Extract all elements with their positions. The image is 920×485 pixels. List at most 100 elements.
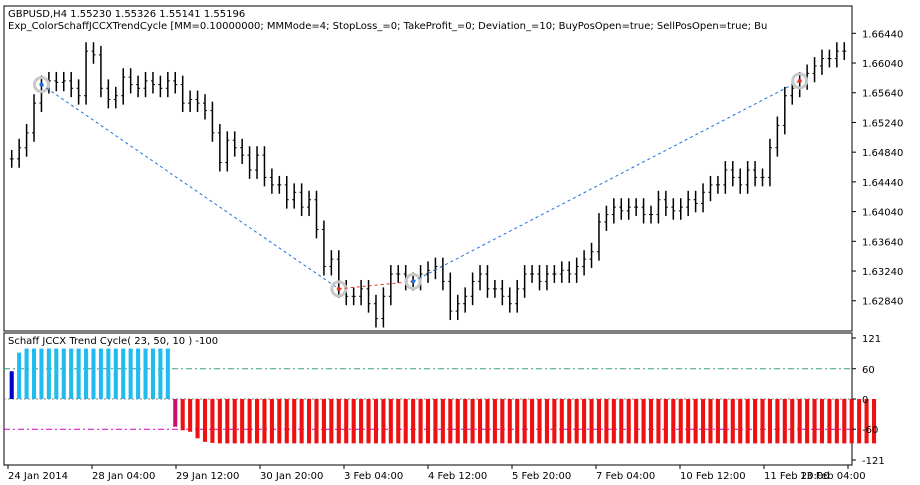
main-plot (9, 42, 847, 328)
y-tick-label: 1.64840 (862, 148, 903, 159)
indicator-bar (515, 399, 520, 444)
x-tick-label: 4 Feb 12:00 (428, 471, 487, 482)
indicator-bar (359, 399, 364, 444)
indicator-bar (254, 399, 260, 444)
x-tick-label: 29 Jan 12:00 (176, 471, 239, 482)
indicator-bar (738, 399, 743, 444)
indicator-bar (760, 399, 765, 444)
indicator-bar (686, 399, 691, 444)
indicator-bar (329, 399, 334, 444)
indicator-bar (195, 399, 200, 439)
indicator-bar (641, 399, 646, 444)
indicator-bar (723, 399, 728, 444)
trade-marker (404, 272, 422, 290)
indicator-bar (797, 399, 802, 444)
indicator-title: Schaff JCCX Trend Cycle( 23, 50, 10 ) -1… (8, 336, 218, 347)
indicator-bar (321, 399, 326, 444)
indicator-bar (455, 399, 460, 444)
indicator-bar (307, 399, 312, 444)
indicator-bar (864, 399, 869, 444)
indicator-bar (871, 399, 877, 444)
indicator-bar (530, 399, 535, 444)
x-tick-label: 7 Feb 04:00 (596, 471, 655, 482)
indicator-bar (596, 399, 602, 444)
indicator-bar (262, 399, 267, 444)
indicator-bar (470, 399, 475, 444)
indicator-bar (388, 399, 393, 444)
indicator-bar (136, 348, 141, 399)
indicator-bar (634, 399, 639, 444)
indicator-bar (106, 348, 111, 399)
indicator-bar (128, 348, 133, 399)
x-tick-label: 3 Feb 04:00 (344, 471, 403, 482)
indicator-bar (671, 399, 676, 444)
indicator-bar (715, 399, 720, 444)
trade-marker (330, 280, 348, 298)
indicator-bar (247, 399, 252, 444)
indicator-bar (396, 399, 401, 444)
indicator-bar (619, 399, 624, 444)
indicator-bar (775, 399, 780, 444)
indicator-bar (9, 371, 14, 399)
y-tick-label: 1.63640 (862, 237, 903, 248)
indicator-bar (589, 399, 594, 444)
indicator-bar (626, 399, 631, 444)
y-tick-label: 1.64040 (862, 208, 903, 219)
indicator-bar (381, 399, 386, 444)
indicator-bar (819, 399, 825, 444)
indicator-bar (165, 348, 170, 399)
indicator-bar (31, 348, 37, 399)
y-tick-label: 121 (862, 334, 881, 345)
indicator-bar (448, 399, 453, 444)
y-tick-label: 1.63240 (862, 267, 903, 278)
symbol-info: GBPUSD,H4 1.55230 1.55326 1.55141 1.5519… (8, 9, 245, 20)
indicator-bar (210, 399, 215, 443)
indicator-bar (292, 399, 297, 444)
indicator-bar (336, 399, 341, 444)
indicator-bar (173, 399, 178, 427)
indicator-bar (46, 348, 51, 399)
x-tick-label: 13 Feb 04:00 (800, 471, 866, 482)
indicator-bar (567, 399, 572, 444)
indicator-bar (344, 399, 349, 444)
indicator-bar (663, 399, 668, 444)
indicator-bar (351, 399, 356, 444)
indicator-bar (678, 399, 683, 444)
indicator-bar (217, 399, 222, 444)
y-tick-label: 1.62840 (862, 297, 903, 308)
y-tick-label: 1.64440 (862, 178, 903, 189)
indicator-bar (559, 399, 564, 444)
y-tick-label: 1.65640 (862, 89, 903, 100)
indicator-bar (158, 348, 163, 399)
y-tick-label: 1.66440 (862, 29, 903, 40)
indicator-bar (582, 399, 587, 444)
x-tick-label: 11 Feb 20:00 (764, 471, 830, 482)
indicator-bar (701, 399, 706, 444)
indicator-bar (98, 348, 103, 399)
indicator-bar (61, 348, 66, 399)
expert-info: Exp_ColorSchaffJCCXTrendCycle [MM=0.1000… (8, 21, 767, 32)
indicator-bar (656, 399, 661, 444)
indicator-bar (782, 399, 787, 444)
indicator-bar (708, 399, 713, 444)
x-tick-label: 5 Feb 20:00 (512, 471, 571, 482)
indicator-bar (54, 348, 59, 399)
indicator-bar (143, 348, 148, 399)
y-tick-label: 1.65240 (862, 118, 903, 129)
indicator-bar (507, 399, 512, 444)
indicator-bar (24, 348, 29, 399)
indicator-bar (299, 399, 304, 444)
indicator-bar (76, 348, 81, 399)
indicator-bar (522, 399, 527, 444)
indicator-plot (4, 348, 877, 444)
indicator-bar (485, 399, 490, 444)
indicator-bar (425, 399, 431, 444)
trade-point (797, 78, 802, 83)
indicator-bar (403, 399, 408, 444)
indicator-bar (574, 399, 579, 444)
indicator-bar (611, 399, 616, 444)
indicator-bar (537, 399, 542, 444)
y-tick-label: -60 (862, 425, 878, 436)
